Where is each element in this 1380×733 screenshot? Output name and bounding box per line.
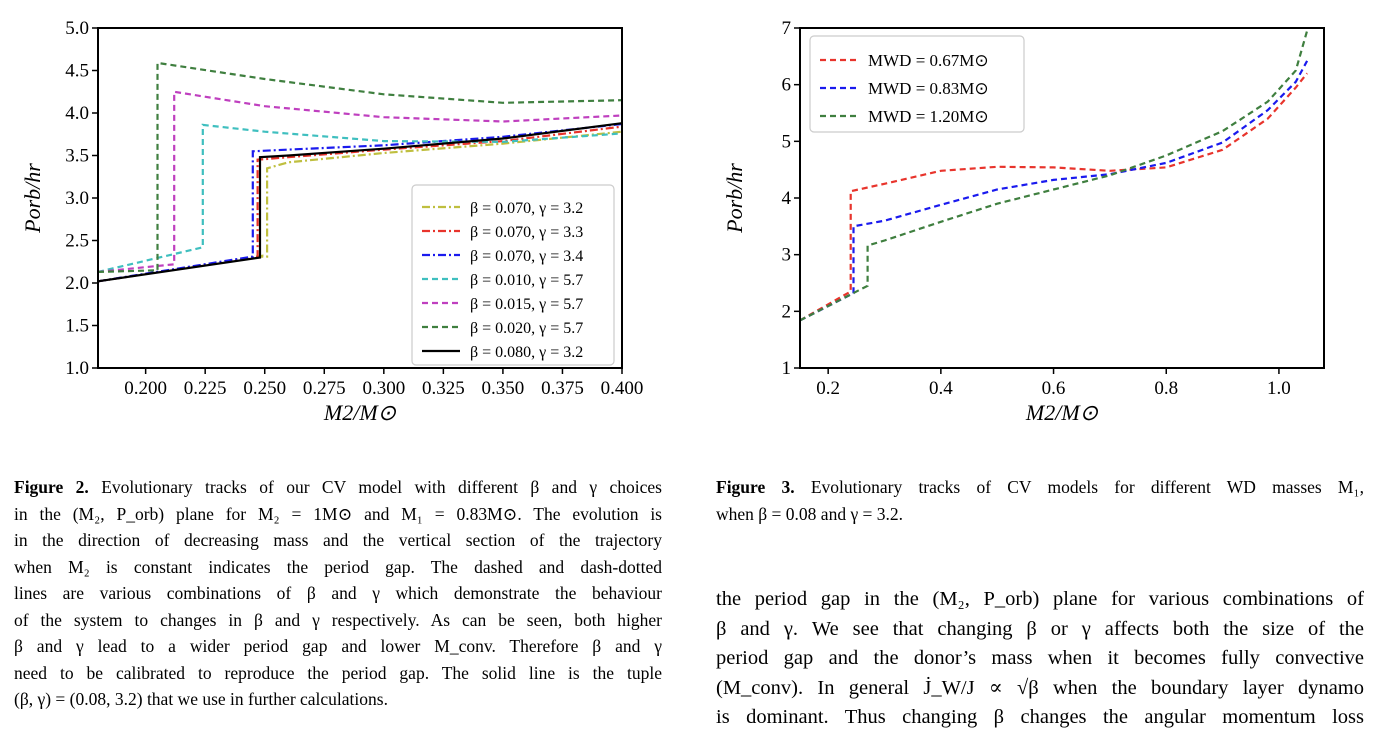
caption-line: Figure 3. Evolutionary tracks of CV mode… — [716, 477, 1364, 497]
series-line — [799, 30, 1309, 322]
legend-box — [411, 184, 615, 366]
y-tick-label: 6 — [782, 75, 792, 96]
caption-line: Figure 2. Evolutionary tracks of our CV … — [14, 477, 662, 497]
y-axis-label: Porb/hr — [20, 163, 45, 234]
y-tick-label: 1.0 — [65, 358, 89, 379]
legend-entry: β = 0.070, γ = 3.3 — [470, 224, 583, 241]
x-tick-label: 0.300 — [362, 378, 405, 399]
x-tick-label: 0.8 — [1154, 378, 1178, 399]
figures: 0.200 0.225 0.250 0.275 0.300 0.325 0.350 0.375… — [20, 18, 1325, 425]
body-line: the period gap in the (M₂, P_orb) plane … — [716, 588, 1364, 610]
y-tick-label: 2.5 — [65, 231, 89, 252]
caption-line: β and γ lead to a wider period gap and l… — [14, 636, 662, 656]
caption-line: of the system to changes in β and γ resp… — [14, 609, 662, 630]
caption-line: (β, γ) = (0.08, 3.2) that we use in furt… — [14, 689, 388, 709]
y-tick-label: 5.0 — [65, 18, 89, 39]
x-tick-label: 0.375 — [541, 378, 584, 399]
y-tick-label: 3.0 — [65, 188, 89, 209]
caption-line: in the (M₂, P_orb) plane for M₂ = 1M⊙ an… — [14, 503, 662, 524]
x-tick-label: 0.325 — [422, 378, 465, 399]
y-tick-label: 4.0 — [65, 103, 89, 124]
y-tick-label: 7 — [782, 18, 792, 39]
series-line — [97, 130, 623, 283]
figure-3-plot: 0.2 0.4 0.6 0.8 1.0 1 2 3 4 5 6 7 M2/M⊙ Porb/hr MWD = … — [722, 18, 1325, 425]
legend-entry: MWD = 0.83M⊙ — [868, 79, 989, 98]
x-tick-label: 0.400 — [601, 378, 644, 399]
y-tick-label: 2 — [782, 301, 792, 322]
figure-2-plot: 0.200 0.225 0.250 0.275 0.300 0.325 0.350 0.375… — [20, 18, 643, 425]
legend-entry: β = 0.080, γ = 3.2 — [470, 344, 583, 361]
y-tick-label: 1 — [782, 358, 792, 379]
x-tick-label: 0.275 — [303, 378, 346, 399]
series-line — [97, 61, 623, 273]
legend-entry: MWD = 1.20M⊙ — [868, 107, 989, 126]
x-tick-label: 0.200 — [124, 378, 167, 399]
x-axis-label: M2/M⊙ — [1025, 400, 1099, 425]
y-tick-label: 5 — [782, 131, 792, 152]
y-tick-label: 4.5 — [65, 61, 89, 82]
legend-entry: MWD = 0.67M⊙ — [868, 51, 989, 70]
x-axis-label: M2/M⊙ — [323, 400, 397, 425]
body-text: the period gap in the (M₂, P_orb) plane … — [716, 585, 1364, 733]
caption-label: Figure 3. — [716, 477, 795, 497]
legend-entry: β = 0.070, γ = 3.2 — [470, 200, 583, 217]
figure-2-caption: Figure 2. Evolutionary tracks of our CV … — [14, 474, 662, 713]
series-line — [97, 123, 623, 273]
legend-entry: β = 0.015, γ = 5.7 — [470, 296, 583, 313]
caption-line: need to be calibrated to reproduce the p… — [14, 662, 662, 683]
legend-entry: β = 0.010, γ = 5.7 — [470, 272, 583, 289]
caption-line: lines are various combinations of β and … — [14, 583, 662, 603]
x-tick-label: 0.2 — [816, 378, 840, 399]
body-line: β and γ. We see that changing β or γ aff… — [716, 617, 1364, 640]
legend-box — [809, 35, 1025, 133]
x-tick-label: 0.250 — [243, 378, 286, 399]
caption-label: Figure 2. — [14, 477, 89, 497]
series-line — [799, 72, 1308, 322]
body-line: period gap and the donor’s mass when it … — [716, 647, 1364, 669]
y-tick-label: 3 — [782, 245, 792, 266]
x-tick-label: 0.6 — [1042, 378, 1066, 399]
series-line — [97, 90, 623, 273]
series-line — [799, 60, 1309, 322]
caption-line: when β = 0.08 and γ = 3.2. — [716, 503, 904, 524]
series-line — [97, 122, 623, 283]
y-tick-label: 1.5 — [65, 316, 89, 337]
caption-line: in the direction of decreasing mass and … — [14, 530, 662, 550]
body-line: is dominant. Thus changing β changes the… — [716, 706, 1364, 728]
x-tick-label: 0.225 — [184, 378, 227, 399]
y-tick-label: 4 — [782, 188, 792, 209]
series-line — [97, 125, 623, 283]
series-line — [97, 122, 623, 283]
x-tick-label: 0.4 — [929, 378, 953, 399]
caption-line: when M₂ is constant indicates the period… — [14, 556, 662, 577]
x-tick-label: 0.350 — [482, 378, 525, 399]
y-tick-label: 2.0 — [65, 273, 89, 294]
legend-entry: β = 0.070, γ = 3.4 — [470, 248, 583, 265]
figure-3-caption: Figure 3. Evolutionary tracks of CV mode… — [716, 474, 1364, 527]
y-axis-label: Porb/hr — [722, 163, 747, 234]
body-line: (M_conv). In general J̇_W/J ∝ √β when th… — [716, 676, 1364, 699]
x-tick-label: 1.0 — [1267, 378, 1291, 399]
y-tick-label: 3.5 — [65, 146, 89, 167]
legend-entry: β = 0.020, γ = 5.7 — [470, 320, 583, 337]
